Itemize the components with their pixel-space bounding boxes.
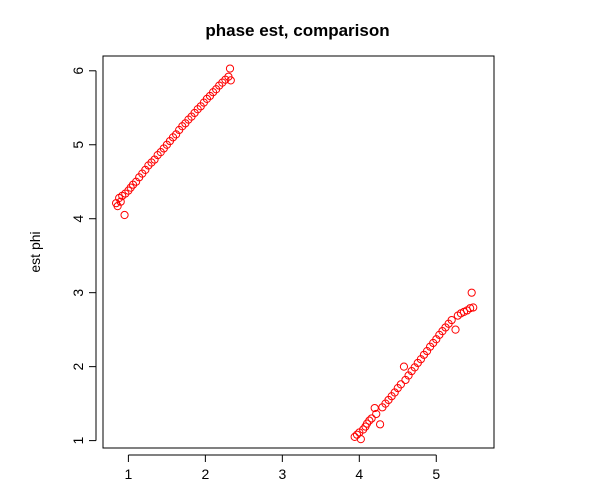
x-tick-label: 2	[201, 466, 209, 482]
data-point	[226, 65, 233, 72]
data-point	[121, 211, 128, 218]
y-tick-label: 2	[70, 363, 86, 371]
x-axis: 1 2 3 4 5	[125, 455, 441, 482]
data-point	[400, 363, 407, 370]
data-point	[452, 326, 459, 333]
y-axis-label: est phi	[27, 231, 43, 272]
data-point	[468, 289, 475, 296]
x-tick-label: 5	[432, 466, 440, 482]
y-tick-label: 3	[70, 289, 86, 297]
data-point	[357, 436, 364, 443]
y-tick-label: 5	[70, 141, 86, 149]
data-point	[376, 421, 383, 428]
x-tick-label: 1	[125, 466, 133, 482]
y-tick-label: 6	[70, 67, 86, 75]
y-tick-label: 1	[70, 437, 86, 445]
x-tick-label: 4	[355, 466, 363, 482]
x-tick-label: 3	[278, 466, 286, 482]
y-axis: 1 2 3 4 5 6	[70, 67, 96, 445]
chart-title: phase est, comparison	[205, 21, 389, 40]
plot-area-border	[103, 56, 494, 448]
y-tick-label: 4	[70, 215, 86, 223]
points-layer	[112, 65, 476, 443]
